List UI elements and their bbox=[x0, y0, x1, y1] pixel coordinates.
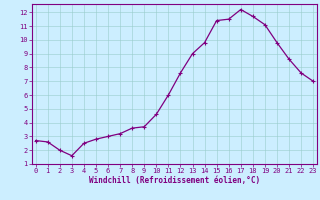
X-axis label: Windchill (Refroidissement éolien,°C): Windchill (Refroidissement éolien,°C) bbox=[89, 176, 260, 185]
